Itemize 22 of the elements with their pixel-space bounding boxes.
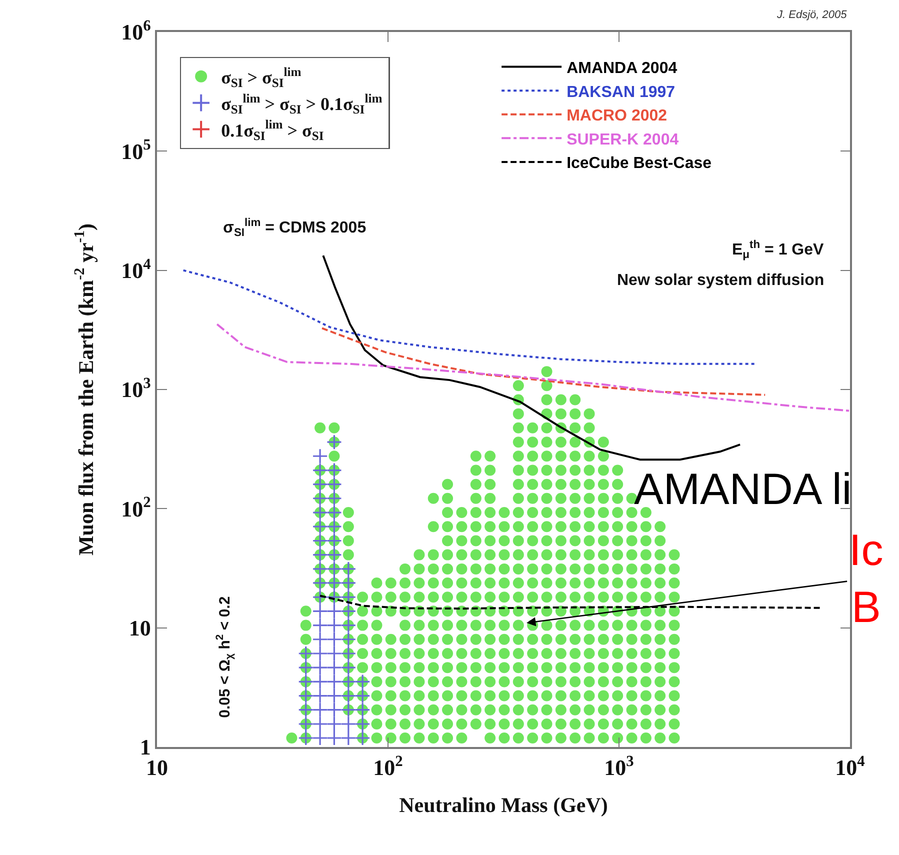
x-tick-label: 10$^{2}$ bbox=[373, 752, 404, 780]
legend-label: AMANDA 2004 bbox=[566, 60, 678, 78]
x-axis-title: Neutralino Mass (GeV) bbox=[399, 792, 608, 817]
legend-label: MACRO 2002 bbox=[566, 108, 668, 125]
y-tick-label: 10$^{5}$ bbox=[121, 136, 152, 164]
x-tick-label: 10$^{3}$ bbox=[604, 752, 634, 780]
x-tick-label: 10$^{4}$ bbox=[835, 752, 866, 780]
text: J. Edsjö, 2005 bbox=[776, 9, 848, 21]
legend-label: IceCube Best-Case bbox=[566, 155, 712, 172]
annotation: New solar system diffusion bbox=[617, 272, 824, 289]
y-tick-label: 10 bbox=[128, 616, 151, 641]
legend-label: 0.1σ$_{SI}$$^{lim}$ > σ$_{SI}$ bbox=[221, 118, 324, 144]
annotation: Ic B bbox=[849, 526, 884, 632]
annotation: AMANDA li bbox=[634, 465, 852, 514]
y-tick-label: 10$^{3}$ bbox=[121, 374, 152, 402]
y-tick-label: 10$^{4}$ bbox=[121, 256, 152, 284]
annotation: E$_{μ}$$^{th}$ = 1 GeV bbox=[732, 239, 824, 262]
annotation: σ$_{SI}$$^{lim}$ = CDMS 2005 bbox=[223, 217, 366, 240]
legend-label: BAKSAN 1997 bbox=[566, 84, 676, 101]
y-tick-label: 10$^{6}$ bbox=[121, 17, 152, 45]
legend-label: SUPER-K 2004 bbox=[566, 131, 679, 148]
y-tick-label: 10$^{2}$ bbox=[121, 494, 152, 522]
